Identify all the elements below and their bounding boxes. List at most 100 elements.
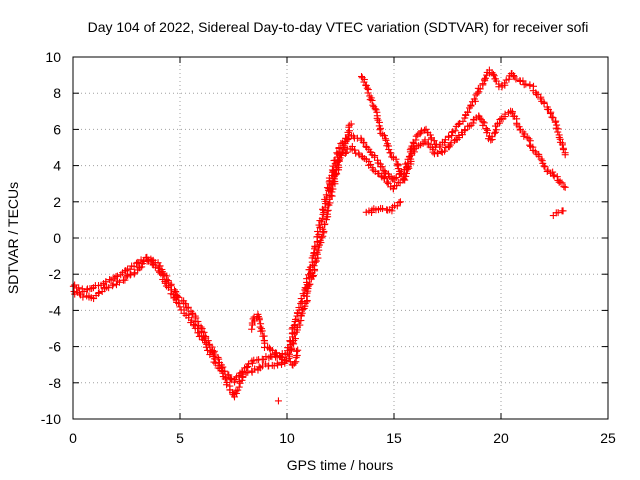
data-point [341,149,349,157]
data-point [274,397,282,405]
data-point [417,127,425,135]
data-point [429,148,437,156]
data-point [176,303,184,311]
data-point [238,376,246,384]
data-point [256,323,264,331]
data-point [554,209,562,217]
data-point [331,171,339,179]
data-point [168,286,176,294]
data-point [318,215,326,223]
data-point [223,381,231,389]
data-point [214,353,222,361]
x-tick-label: 5 [176,430,184,446]
x-tick-label: 25 [600,430,616,446]
data-point [549,171,557,179]
data-point [288,344,296,352]
data-point [469,119,477,127]
data-point [338,151,346,159]
data-point [184,303,192,311]
data-point [197,332,205,340]
data-point [211,355,219,363]
data-point [483,129,491,137]
data-point [327,191,335,199]
data-point [244,360,252,368]
data-point [239,370,247,378]
data-point [369,101,377,109]
data-point [295,304,303,312]
y-tick-label: -2 [49,266,62,282]
data-point [182,300,190,308]
data-point [395,199,403,207]
data-point [400,175,408,183]
data-point [391,175,399,183]
data-point [558,179,566,187]
y-tick-label: -10 [41,411,61,427]
data-point [412,132,420,140]
data-point [323,207,331,215]
data-point [401,176,409,184]
data-point [323,184,331,192]
data-point [310,262,318,270]
data-points [69,66,569,405]
data-point [526,82,534,90]
axis-ticks: 0 5 10 15 20 25 -10 -8 -6 -4 -2 0 2 4 6 8 10 [41,49,616,446]
data-point [445,143,453,151]
data-point [479,80,487,88]
data-point [376,126,384,134]
data-point [523,133,531,141]
data-point [537,155,545,163]
data-point [479,121,487,129]
data-point [194,318,202,326]
data-point [214,364,222,372]
data-point [175,300,183,308]
data-point [411,145,419,153]
data-point [382,136,390,144]
data-point [242,369,250,377]
data-point [381,169,389,177]
gridlines [73,57,608,419]
data-point [319,232,327,240]
data-point [496,116,504,124]
data-point [282,356,290,364]
data-point [319,225,327,233]
x-tick-label: 10 [279,430,295,446]
data-point [248,325,256,333]
data-point [296,321,304,329]
data-point [314,228,322,236]
data-point [560,183,568,191]
data-point [311,242,319,250]
x-tick-label: 0 [69,430,77,446]
data-point [265,354,273,362]
data-point [156,268,164,276]
data-point [490,72,498,80]
data-point [430,137,438,145]
data-point [388,153,396,161]
data-point [219,369,227,377]
data-point [138,263,146,271]
data-point [393,202,401,210]
data-point [322,191,330,199]
data-point [109,282,117,290]
data-point [243,363,251,371]
data-point [190,321,198,329]
data-point [210,347,218,355]
data-point [342,148,350,156]
data-point [464,108,472,116]
data-point [458,128,466,136]
data-point [501,79,509,87]
data-point [367,160,375,168]
data-point [344,128,352,136]
data-point [505,75,513,83]
data-point [79,293,87,301]
data-point [360,139,368,147]
data-point [512,75,520,83]
y-tick-label: 2 [53,194,61,210]
data-point [94,289,102,297]
data-point [433,149,441,157]
data-point [95,289,103,297]
data-point [249,315,257,323]
data-point [316,237,324,245]
data-point [151,263,159,271]
y-tick-label: 8 [53,85,61,101]
data-point [292,315,300,323]
